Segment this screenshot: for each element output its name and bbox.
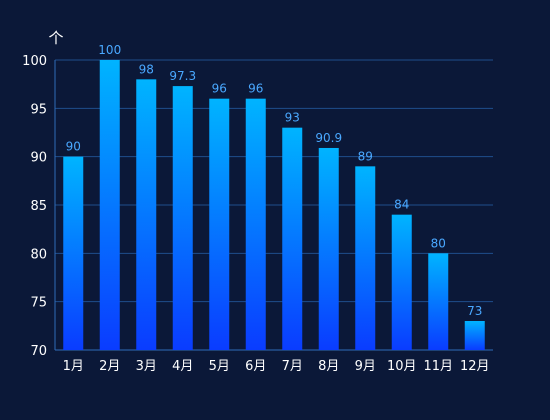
x-tick-label: 11月	[423, 359, 453, 374]
y-tick-label: 75	[30, 296, 47, 311]
bar	[172, 86, 193, 350]
x-tick-label: 2月	[99, 359, 120, 374]
x-tick-label: 6月	[245, 359, 266, 374]
x-tick-label: 3月	[136, 359, 157, 374]
data-label: 89	[358, 149, 373, 163]
bar	[245, 98, 266, 351]
tick-labels: 70 75 80 85 90 95 100 1月 2月 3月 4月 5月 6月 7月 8月 9月 10月 11月 1…	[22, 54, 489, 374]
x-tick-label: 5月	[209, 359, 230, 374]
y-tick-label: 95	[30, 102, 47, 117]
x-tick-label: 12月	[460, 359, 490, 374]
grid-lines	[55, 59, 493, 303]
data-label: 73	[467, 304, 482, 318]
bar	[355, 166, 376, 350]
y-tick-label: 70	[30, 344, 47, 359]
x-tick-label: 8月	[318, 359, 339, 374]
bar	[136, 79, 157, 350]
bar	[209, 98, 230, 351]
y-tick-label: 80	[30, 247, 47, 262]
data-label: 90.9	[315, 131, 342, 145]
data-label: 80	[431, 236, 446, 250]
y-tick-label: 100	[22, 54, 47, 69]
x-tick-label: 1月	[63, 359, 84, 374]
x-tick-label: 10月	[387, 359, 417, 374]
data-labels: 90 100 98 97.3 96 96 93 90.9 89 84 80 73	[66, 43, 483, 318]
bar	[464, 321, 485, 350]
bar	[391, 214, 412, 350]
data-label: 96	[212, 82, 227, 96]
bars	[63, 60, 485, 351]
axes	[54, 60, 493, 351]
bar	[63, 156, 84, 350]
y-tick-label: 90	[30, 151, 47, 166]
bar	[99, 60, 120, 350]
bar	[282, 127, 303, 351]
x-tick-label: 9月	[355, 359, 376, 374]
data-label: 90	[66, 140, 81, 154]
data-label: 98	[139, 62, 154, 76]
data-label: 84	[394, 198, 409, 212]
data-label: 96	[248, 82, 263, 96]
data-label: 93	[285, 111, 300, 125]
bar	[428, 253, 449, 350]
y-axis-unit-label: 个	[48, 29, 63, 47]
x-tick-label: 4月	[172, 359, 193, 374]
data-label: 100	[98, 43, 121, 57]
data-label: 97.3	[169, 69, 196, 83]
bar	[318, 147, 339, 350]
x-tick-label: 7月	[282, 359, 303, 374]
y-tick-label: 85	[30, 199, 47, 214]
